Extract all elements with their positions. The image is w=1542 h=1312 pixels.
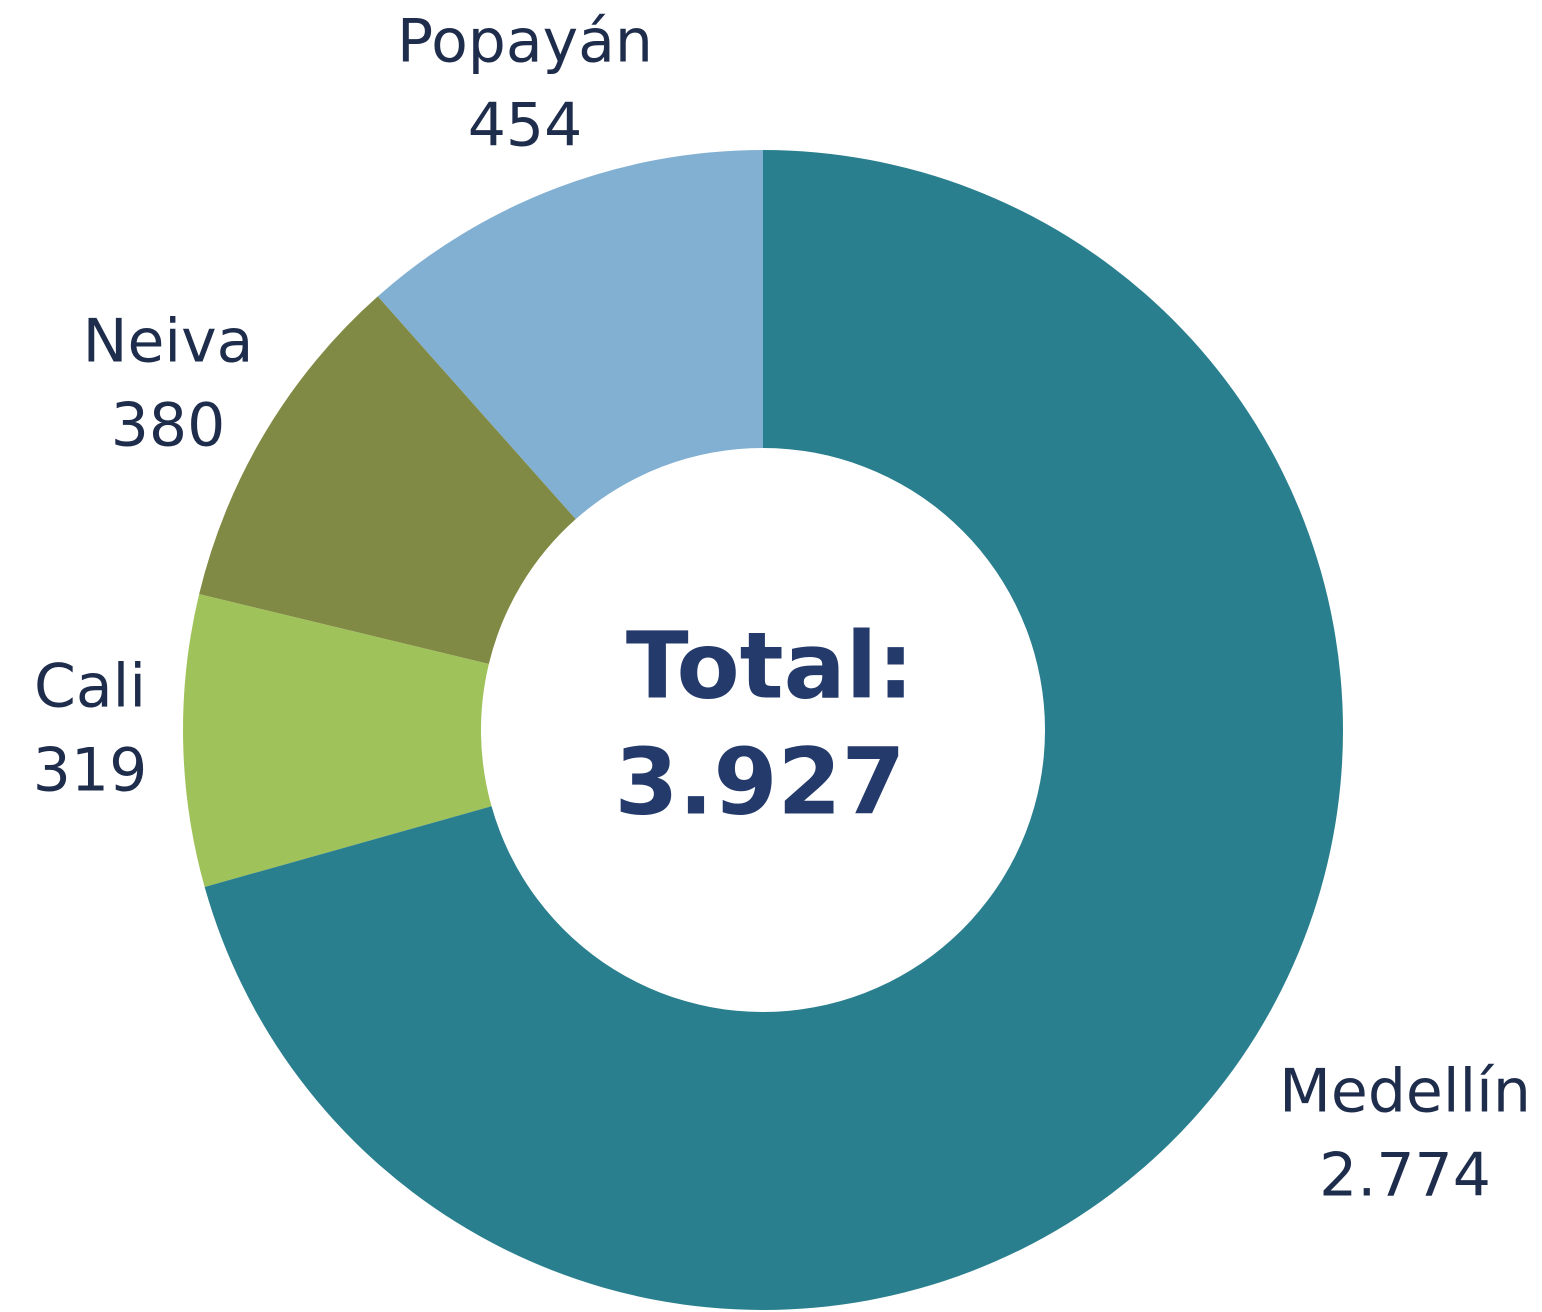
donut-slice — [199, 296, 576, 664]
slice-value: 2.774 — [1319, 1141, 1491, 1211]
donut-slice — [204, 150, 1343, 1310]
slice-label: Popayán — [397, 7, 653, 77]
donut-slice — [183, 594, 492, 887]
slice-value: 319 — [33, 736, 148, 806]
center-label: Total: — [626, 612, 914, 719]
donut-slice — [377, 150, 763, 520]
slice-value: 380 — [111, 391, 226, 461]
center-total: 3.927 — [614, 728, 905, 835]
slice-value: 454 — [468, 91, 583, 161]
slice-label: Cali — [34, 652, 146, 722]
slice-label: Medellín — [1279, 1057, 1531, 1127]
slice-label: Neiva — [83, 307, 254, 377]
